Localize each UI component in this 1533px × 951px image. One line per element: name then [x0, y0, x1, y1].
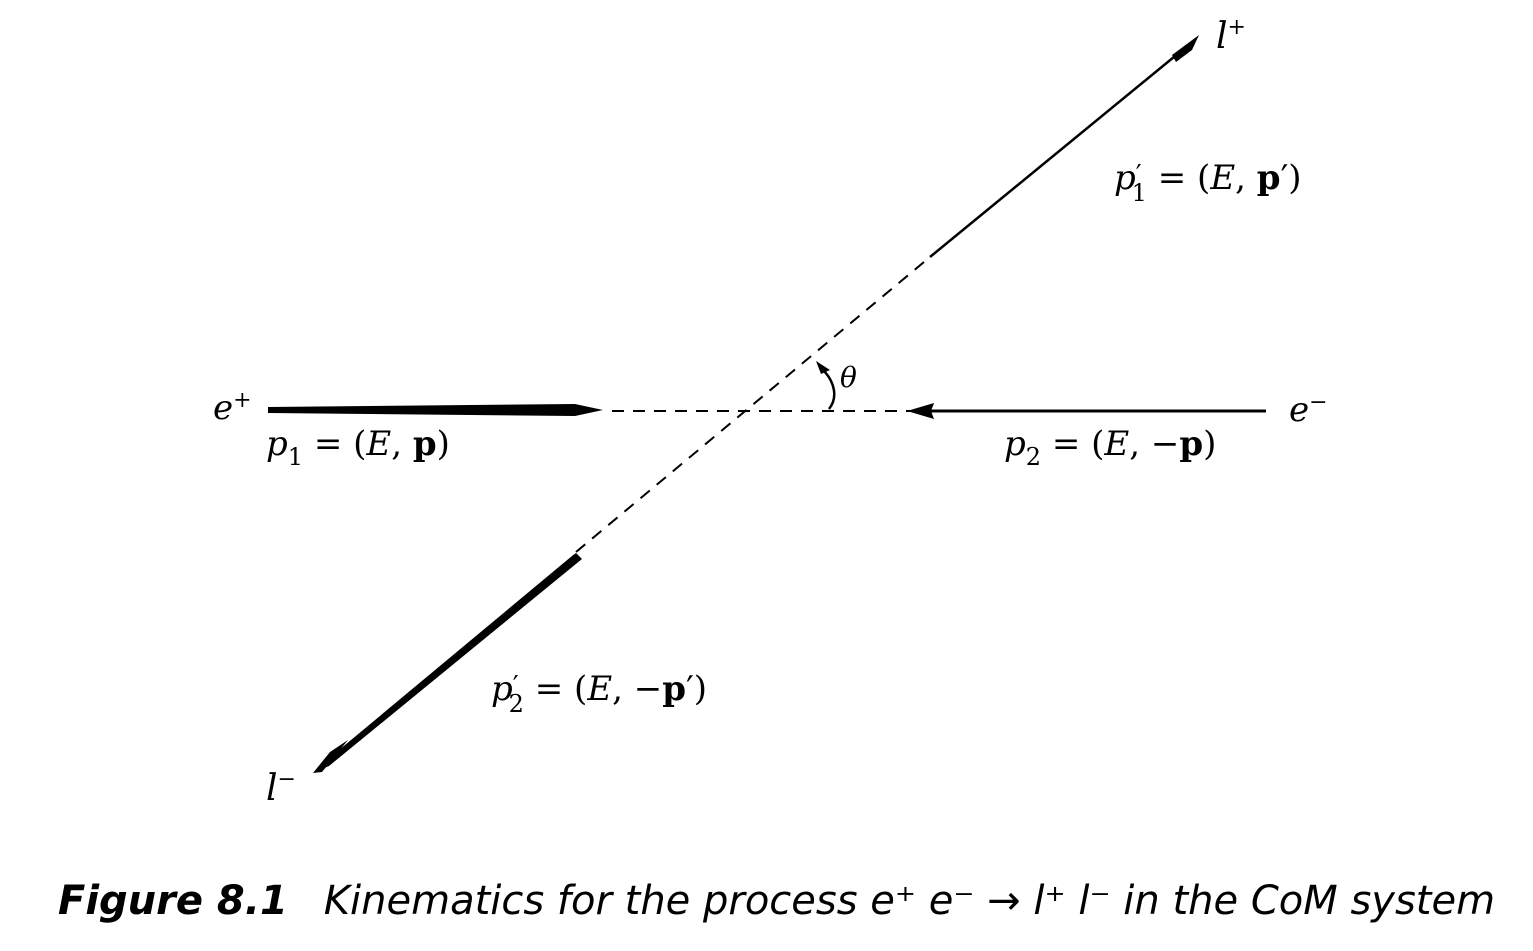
p1-prime-mark: ′ — [1136, 160, 1142, 190]
momentum-p1-label: p1 = (E, p) — [266, 424, 450, 471]
momentum-p2-label: p2 = (E, −p) — [1004, 424, 1216, 471]
lepton-plus-line — [929, 51, 1181, 258]
p1-prime-close: ) — [1288, 158, 1301, 198]
angle-theta-label: θ — [840, 361, 857, 394]
p2-sign: − — [1151, 424, 1180, 464]
lepton-minus-taper — [313, 740, 348, 773]
p2-prime-sign: − — [634, 669, 663, 709]
p2-prime-sep: , — [612, 669, 634, 709]
positron-charge: + — [233, 388, 251, 413]
p2-prime-subscript: 2 — [509, 690, 524, 718]
p1-equals: = ( — [303, 424, 366, 464]
p2-prime-close: ) — [694, 669, 707, 709]
p1-subscript: 1 — [288, 443, 303, 471]
positron-beam-line — [268, 404, 603, 416]
electron-symbol: e — [1289, 390, 1309, 430]
p2-prime-equals: = ( — [524, 669, 587, 709]
electron-arrowhead — [907, 403, 934, 419]
lepton-plus-label: l+ — [1216, 15, 1246, 57]
p2-symbol: p — [1004, 424, 1026, 464]
p2-prime-vec-prime: ′ — [686, 669, 694, 709]
caption-label: Figure 8.1 — [58, 878, 288, 924]
caption-text: Kinematics for the process e⁺ e⁻ → l⁺ l⁻… — [324, 878, 1495, 924]
p1-symbol: p — [266, 424, 288, 464]
momentum-p1-prime-label: p′ 1 = (E, p′) — [1114, 158, 1302, 207]
positron-symbol: e — [213, 388, 233, 428]
scattering-axis-dashed — [575, 256, 931, 553]
p2-close: ) — [1203, 424, 1216, 464]
momentum-p2-prime-label: p′ 2 = (E, −p′) — [491, 669, 707, 718]
lepton-plus-charge: + — [1228, 15, 1246, 40]
lepton-minus-line — [315, 553, 582, 772]
p1-energy: E — [365, 424, 391, 464]
p1-sep: , — [391, 424, 413, 464]
positron-label: e+ — [213, 388, 252, 428]
lepton-plus-tip — [1172, 35, 1199, 62]
angle-arc — [822, 369, 836, 410]
p2-prime-vector: p — [662, 669, 686, 709]
p2-prime-mark: ′ — [513, 671, 519, 701]
p1-prime-subscript: 1 — [1132, 179, 1147, 207]
p1-prime-vec-prime: ′ — [1281, 158, 1289, 198]
figure-caption: Figure 8.1 Kinematics for the process e⁺ … — [58, 878, 1495, 924]
p2-prime-symbol: p — [491, 669, 513, 709]
electron-label: e− — [1289, 390, 1328, 430]
p2-equals: = ( — [1041, 424, 1104, 464]
p2-subscript: 2 — [1026, 443, 1041, 471]
p2-energy: E — [1103, 424, 1129, 464]
lepton-minus-symbol: l — [266, 768, 278, 809]
electron-charge: − — [1309, 390, 1327, 415]
p1-prime-equals: = ( — [1147, 158, 1210, 198]
p2-vector: p — [1179, 424, 1203, 464]
p1-prime-symbol: p — [1114, 158, 1136, 198]
p1-prime-sep: , — [1235, 158, 1257, 198]
p1-close: ) — [437, 424, 450, 464]
angle-arrowhead — [816, 361, 830, 374]
p1-prime-energy: E — [1209, 158, 1235, 198]
lepton-minus-label: l− — [266, 767, 296, 809]
p2-sep: , — [1129, 424, 1151, 464]
p1-prime-vector: p — [1257, 158, 1281, 198]
lepton-minus-charge: − — [278, 767, 296, 792]
p1-vector: p — [413, 424, 437, 464]
p2-prime-energy: E — [586, 669, 612, 709]
lepton-plus-symbol: l — [1216, 16, 1228, 57]
